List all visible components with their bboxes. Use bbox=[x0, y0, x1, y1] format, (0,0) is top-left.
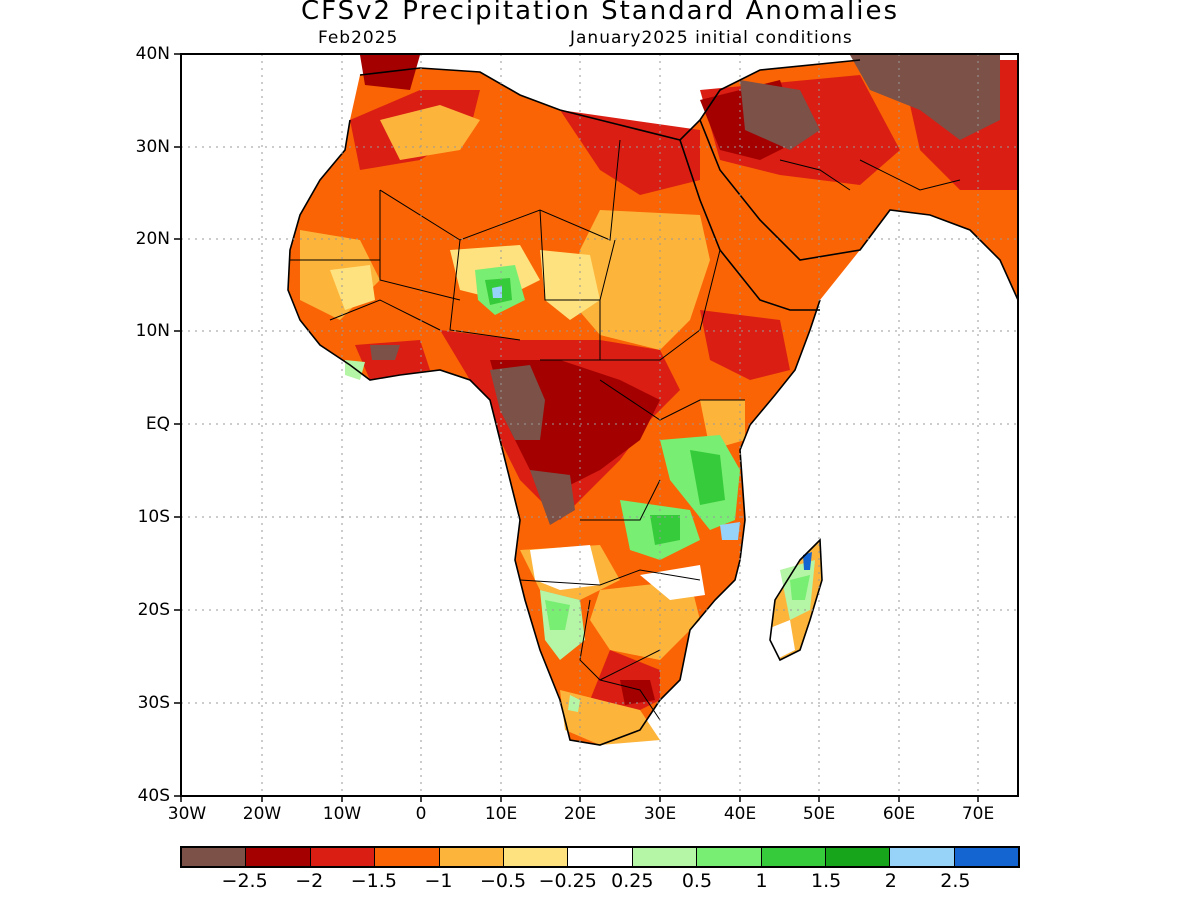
lat-label-eq: EQ bbox=[145, 414, 170, 434]
forecast-month: Feb2025 bbox=[318, 28, 399, 48]
lat-label-40n: 40N bbox=[135, 44, 170, 64]
colorbar-swatch bbox=[310, 848, 376, 866]
colorbar-label: −2.5 bbox=[221, 870, 268, 892]
colorbar-swatch bbox=[246, 848, 311, 866]
colorbar-swatch bbox=[825, 848, 891, 866]
lon-label-10e: 10E bbox=[484, 804, 518, 824]
initial-conditions: January2025 initial conditions bbox=[570, 28, 853, 48]
colorbar-swatch bbox=[439, 848, 504, 866]
lat-label-10s: 10S bbox=[137, 507, 170, 527]
colorbar-swatch bbox=[890, 848, 955, 866]
colorbar-swatch bbox=[503, 848, 569, 866]
lat-label-40s: 40S bbox=[137, 786, 170, 806]
colorbar-label: 1.5 bbox=[811, 870, 842, 892]
lat-label-30n: 30N bbox=[135, 137, 170, 157]
lon-label-30w: 30W bbox=[167, 804, 207, 824]
colorbar-swatch bbox=[182, 848, 247, 866]
colorbar-swatch bbox=[375, 848, 440, 866]
colorbar-label: −1 bbox=[424, 870, 453, 892]
colorbar-label: 0.5 bbox=[681, 870, 713, 892]
colorbar-swatch bbox=[697, 848, 762, 866]
lat-label-10n: 10N bbox=[135, 321, 170, 341]
lon-label-0: 0 bbox=[415, 804, 427, 824]
lat-label-30s: 30S bbox=[137, 693, 170, 713]
lon-label-20e: 20E bbox=[563, 804, 597, 824]
colorbar-label: 2.5 bbox=[940, 870, 971, 892]
colorbar-label: −0.25 bbox=[538, 870, 597, 892]
lat-label-20n: 20N bbox=[135, 229, 170, 249]
colorbar-label: 1 bbox=[755, 870, 768, 892]
colorbar-label: −1.5 bbox=[350, 870, 397, 892]
lon-label-30e: 30E bbox=[643, 804, 677, 824]
colorbar-label: −0.5 bbox=[479, 870, 527, 892]
map-title: CFSv2 Precipitation Standard Anomalies bbox=[300, 0, 900, 26]
map-frame bbox=[180, 53, 1019, 797]
lat-label-20s: 20S bbox=[137, 600, 170, 620]
colorbar-swatch bbox=[568, 848, 633, 866]
colorbar-label: −2 bbox=[295, 870, 324, 892]
lon-label-10w: 10W bbox=[322, 804, 362, 824]
colorbar-swatch bbox=[632, 848, 698, 866]
lon-label-40e: 40E bbox=[723, 804, 757, 824]
colorbar-swatch bbox=[761, 848, 826, 866]
lon-label-50e: 50E bbox=[802, 804, 836, 824]
colorbar-swatch bbox=[954, 848, 1019, 866]
lon-label-20w: 20W bbox=[242, 804, 282, 824]
colorbar-label: 2 bbox=[884, 870, 897, 892]
colorbar-label: 0.25 bbox=[611, 870, 654, 892]
lon-label-60e: 60E bbox=[882, 804, 916, 824]
colorbar bbox=[180, 846, 1020, 868]
lon-label-70e: 70E bbox=[961, 804, 995, 824]
